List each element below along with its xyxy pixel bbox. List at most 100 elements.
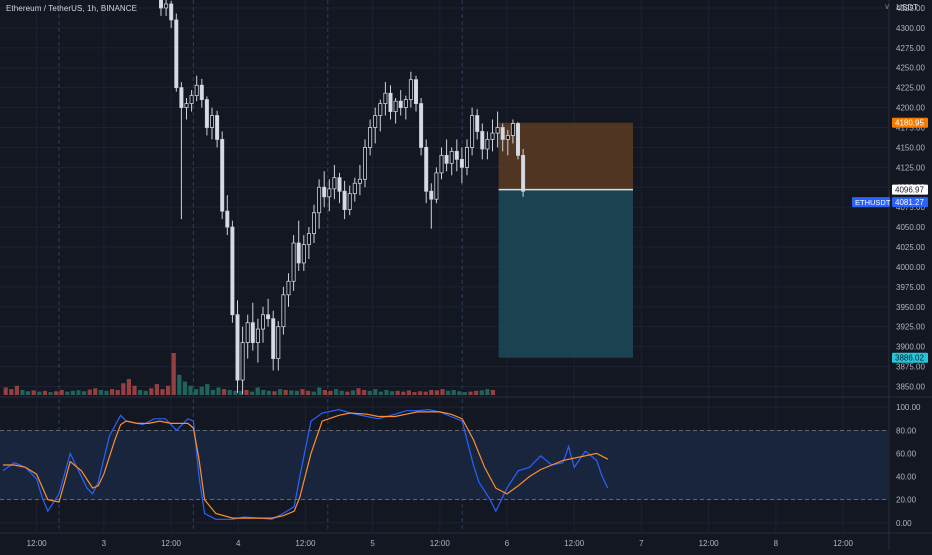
- volume-bar: [356, 388, 361, 395]
- volume-bar: [328, 390, 333, 395]
- volume-bar: [272, 391, 277, 395]
- candle-body: [429, 190, 434, 200]
- volume-bar: [412, 392, 417, 395]
- volume-bar: [255, 387, 260, 395]
- time-tick-label: 12:00: [27, 539, 48, 548]
- volume-bar: [429, 389, 434, 395]
- volume-bar: [205, 384, 210, 395]
- volume-bar: [160, 389, 165, 395]
- price-labels: 4180.95 4096.97 4081.27 ETHUSDT 3886.02: [852, 117, 928, 363]
- currency-label[interactable]: USDT: [896, 3, 918, 12]
- volume-bar: [171, 353, 176, 395]
- candle-body: [347, 193, 352, 210]
- volume-bar: [154, 384, 159, 395]
- time-tick-label: 12:00: [833, 539, 854, 548]
- candle-body: [444, 154, 449, 164]
- price-tick-label: 4250.00: [896, 64, 925, 73]
- volume-bar: [9, 389, 14, 395]
- volume-bar: [457, 391, 462, 395]
- volume-bar: [339, 390, 344, 395]
- volume-bar: [440, 389, 445, 395]
- candle-body: [255, 328, 260, 344]
- candle-body: [169, 3, 174, 21]
- volume-bar: [227, 389, 232, 395]
- price-tick-label: 4000.00: [896, 263, 925, 272]
- volume-bar: [98, 389, 103, 395]
- volume-bar: [132, 385, 137, 395]
- candle-body: [490, 132, 495, 140]
- price-tick-label: 4125.00: [896, 163, 925, 172]
- volume-bar: [283, 389, 288, 395]
- volume-bar: [54, 391, 59, 395]
- time-tick-label: 12:00: [295, 539, 316, 548]
- candle-body: [306, 233, 311, 246]
- candle-body: [250, 322, 255, 344]
- volume-bar: [210, 389, 215, 395]
- price-tick-label: 4050.00: [896, 223, 925, 232]
- candle-body: [454, 150, 459, 160]
- volume-bar: [121, 383, 126, 395]
- volume-bar: [300, 389, 305, 395]
- price-tick-label: 4225.00: [896, 84, 925, 93]
- volume-bar: [59, 389, 64, 395]
- volume-bar: [317, 387, 322, 395]
- volume-bar: [367, 390, 372, 395]
- symbol-title[interactable]: Ethereum / TetherUS, 1h, BINANCE: [6, 4, 138, 13]
- time-tick-label: 3: [102, 539, 107, 548]
- stoch-tick-label: 100.00: [896, 403, 921, 412]
- candle-body: [342, 190, 347, 210]
- candle-body: [337, 177, 342, 192]
- stoch-tick-label: 0.00: [896, 519, 912, 528]
- volume-bar: [322, 389, 327, 395]
- candle-body: [393, 100, 398, 112]
- time-tick-label: 6: [505, 539, 510, 548]
- candle-body: [220, 139, 225, 212]
- time-axis: 12:00 3 12:00 4 12:00 5 12:00 6 12:00 7 12:00 8 12:0…: [27, 539, 854, 548]
- volume-bar: [423, 391, 428, 395]
- volume-bar: [238, 390, 243, 395]
- candle-body: [276, 326, 281, 359]
- candle-body: [495, 127, 500, 134]
- candle-body: [245, 322, 250, 344]
- candle-body: [215, 115, 220, 140]
- candle-body: [184, 103, 189, 108]
- candle-body: [413, 79, 418, 104]
- candle-body: [271, 318, 276, 359]
- price-tick-label: 3850.00: [896, 382, 925, 391]
- time-tick-label: 12:00: [161, 539, 182, 548]
- volume-bar: [485, 389, 490, 395]
- time-tick-label: 12:00: [699, 539, 720, 548]
- candle-body: [403, 99, 408, 108]
- volume-bar: [48, 392, 53, 395]
- candle-body: [332, 177, 337, 190]
- candle-body: [449, 150, 454, 164]
- volume-bar: [188, 385, 193, 395]
- candle-body: [225, 210, 230, 228]
- volume-bar: [177, 374, 182, 395]
- volume-bar: [70, 390, 75, 395]
- candle-body: [158, 0, 163, 9]
- volume-bar: [395, 390, 400, 395]
- candle-body: [327, 188, 332, 198]
- candle-body: [373, 115, 378, 128]
- candle-body: [317, 186, 322, 214]
- volume-bar: [110, 389, 115, 395]
- price-badge-label: 4180.95: [895, 119, 924, 128]
- time-tick-label: 7: [639, 539, 644, 548]
- volume-bar: [418, 391, 423, 395]
- candle-body: [164, 3, 169, 9]
- volume-bar: [31, 390, 36, 395]
- volume-bar: [26, 391, 31, 395]
- candle-body: [378, 103, 383, 116]
- chevron-down-icon[interactable]: ∨: [884, 2, 890, 11]
- candle-body: [521, 154, 526, 192]
- candle-body: [286, 280, 291, 296]
- volume-bar: [434, 390, 439, 395]
- volume-bar: [306, 390, 311, 395]
- price-tick-label: 3900.00: [896, 343, 925, 352]
- stoch-tick-label: 40.00: [896, 473, 917, 482]
- volume-bar: [138, 389, 143, 395]
- candle-body: [383, 92, 388, 104]
